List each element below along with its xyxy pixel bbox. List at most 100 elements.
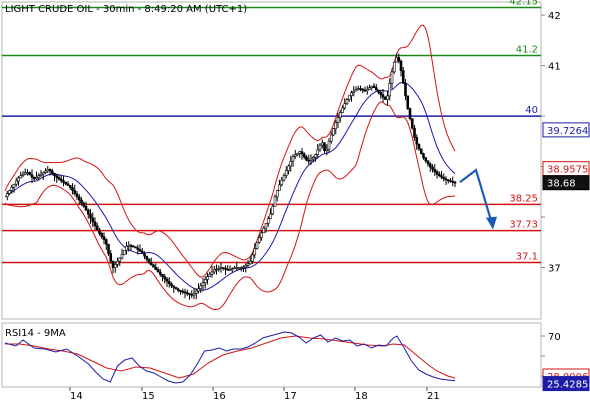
candle-body xyxy=(388,82,392,97)
level-label: 41.2 xyxy=(516,44,538,55)
candle-body xyxy=(145,255,149,260)
candle-body xyxy=(8,190,11,194)
candle-body xyxy=(89,213,92,219)
candle-body xyxy=(203,279,207,283)
candle-body xyxy=(10,187,14,191)
rsi-y-tick-label: 70 xyxy=(548,332,561,343)
candle-body xyxy=(194,290,198,294)
level-label: 38.25 xyxy=(509,193,538,204)
candle-body xyxy=(280,179,284,186)
bollinger-upper-band xyxy=(4,24,456,278)
candle-body xyxy=(143,252,146,257)
candle-body xyxy=(188,293,191,295)
candle-body xyxy=(172,285,176,288)
candle-body xyxy=(327,141,331,150)
candle-body xyxy=(39,173,43,176)
candle-body xyxy=(59,178,63,182)
candle-body xyxy=(46,169,50,172)
candle-body xyxy=(410,118,414,129)
level-label: 42.15 xyxy=(509,0,538,8)
rsi-tag-box xyxy=(542,376,590,392)
y-tick-label: 42 xyxy=(548,11,561,22)
candle-body xyxy=(449,180,452,182)
candle-body xyxy=(176,288,180,291)
candle-body xyxy=(82,202,86,207)
candle-body xyxy=(73,190,77,194)
candle-body xyxy=(118,257,122,262)
candle-body xyxy=(183,291,187,294)
candle-body xyxy=(17,177,20,182)
candle-body xyxy=(244,265,248,268)
x-tick-label: 17 xyxy=(284,391,297,400)
candle-body xyxy=(287,165,290,171)
candle-body xyxy=(431,166,434,170)
rsi-tag-label: 25.4285 xyxy=(547,380,588,391)
candle-body xyxy=(345,99,349,104)
candle-body xyxy=(282,175,286,181)
candle-body xyxy=(253,248,257,256)
candle-body xyxy=(167,281,171,285)
candle-body xyxy=(426,160,430,165)
candle-body xyxy=(201,282,205,287)
candle-body xyxy=(314,154,317,158)
price-tag-label: 38.9575 xyxy=(547,165,588,176)
candle-body xyxy=(320,142,324,146)
candle-body xyxy=(19,175,23,179)
candle-body xyxy=(80,199,83,204)
projection-arrow-layer xyxy=(459,168,497,230)
candle-body xyxy=(350,92,353,97)
x-tick-label: 16 xyxy=(213,391,226,400)
candle-body xyxy=(437,173,441,176)
candle-body xyxy=(104,239,108,245)
candle-body xyxy=(266,218,270,224)
candle-body xyxy=(361,88,365,91)
rsi-layer xyxy=(4,331,456,384)
candle-body xyxy=(48,169,52,172)
level-label: 40 xyxy=(525,105,538,116)
candle-body xyxy=(309,158,313,161)
candle-body xyxy=(235,267,239,269)
candle-body xyxy=(242,266,245,269)
candle-body xyxy=(215,268,218,271)
candle-body xyxy=(307,159,311,162)
candle-body xyxy=(316,149,320,155)
candle-body xyxy=(125,246,128,251)
candle-body xyxy=(255,241,259,249)
candle-body xyxy=(404,82,407,97)
candle-body xyxy=(12,183,16,188)
candle-body xyxy=(397,57,401,62)
candle-body xyxy=(428,163,432,168)
candle-body xyxy=(62,180,65,183)
candle-body xyxy=(246,263,250,266)
projection-arrow-head xyxy=(486,216,497,230)
candle-body xyxy=(149,262,153,266)
candle-body xyxy=(381,94,385,98)
candle-body xyxy=(174,287,178,290)
candle-body xyxy=(197,288,200,292)
candle-body xyxy=(50,170,54,174)
candle-body xyxy=(446,179,450,182)
candle-body xyxy=(93,221,97,227)
candle-body xyxy=(127,244,131,247)
candle-body xyxy=(237,267,241,269)
candle-body xyxy=(138,249,142,252)
candle-body xyxy=(44,170,47,173)
candle-body xyxy=(199,285,203,289)
bollinger-bands-layer xyxy=(4,24,456,310)
price-tag-box xyxy=(542,122,590,138)
candle-body xyxy=(55,175,59,178)
candle-body xyxy=(325,148,329,152)
candle-body xyxy=(338,112,342,118)
candle-body xyxy=(269,213,272,219)
candle-body xyxy=(401,70,405,84)
candle-body xyxy=(372,85,376,88)
moving-average-line xyxy=(4,81,456,291)
candle-body xyxy=(68,185,72,188)
x-tick-label: 15 xyxy=(142,391,155,400)
candles-layer xyxy=(5,53,457,300)
candle-body xyxy=(334,122,338,129)
candle-body xyxy=(120,253,124,259)
candle-body xyxy=(75,193,79,198)
candle-body xyxy=(147,259,151,263)
candle-body xyxy=(273,196,277,207)
